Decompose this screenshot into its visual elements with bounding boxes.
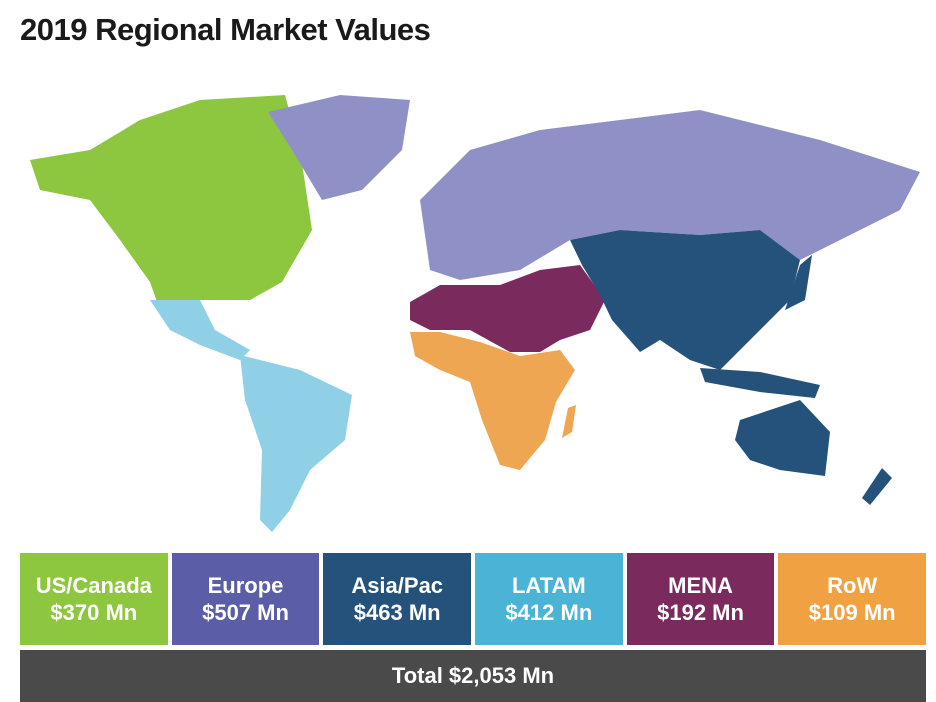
region-value: $109 Mn xyxy=(808,600,896,625)
title: 2019 Regional Market Values xyxy=(20,12,431,47)
region-value: $412 Mn xyxy=(505,600,593,625)
asia xyxy=(570,230,800,370)
new-zealand xyxy=(862,468,892,505)
region-value: $370 Mn xyxy=(50,600,138,625)
region-box: MENA $192 Mn xyxy=(626,553,775,645)
region-box: Europe $507 Mn xyxy=(171,553,320,645)
total: Total $2,053 Mn xyxy=(20,650,926,702)
region-value: $507 Mn xyxy=(202,600,289,625)
region-name: RoW xyxy=(827,573,878,598)
madagascar xyxy=(562,405,576,438)
region-value: $192 Mn xyxy=(657,600,744,625)
region-box: Asia/Pac $463 Mn xyxy=(323,553,472,645)
africa xyxy=(410,332,575,470)
north-america xyxy=(30,95,312,310)
south-america xyxy=(240,355,352,532)
region-box: LATAM $412 Mn xyxy=(475,553,623,645)
europe-russia xyxy=(420,110,920,280)
region-name: LATAM xyxy=(511,573,586,598)
japan xyxy=(785,255,812,310)
indonesia xyxy=(700,368,820,398)
greenland xyxy=(268,95,410,200)
region-name: Asia/Pac xyxy=(351,573,444,598)
region-name: Europe xyxy=(207,573,284,598)
region-boxes: US/Canada $370 Mn Europe $507 Mn Asia/Pac $46… xyxy=(20,553,927,645)
region-name: US/Canada xyxy=(35,573,152,598)
region-value: $463 Mn xyxy=(353,600,441,625)
central-america xyxy=(150,300,250,360)
region-box: RoW $109 Mn xyxy=(778,553,927,645)
world-map xyxy=(30,95,920,532)
australia xyxy=(735,400,830,476)
mena xyxy=(410,265,605,352)
region-name: MENA xyxy=(668,573,733,598)
region-box: US/Canada $370 Mn xyxy=(20,553,168,645)
